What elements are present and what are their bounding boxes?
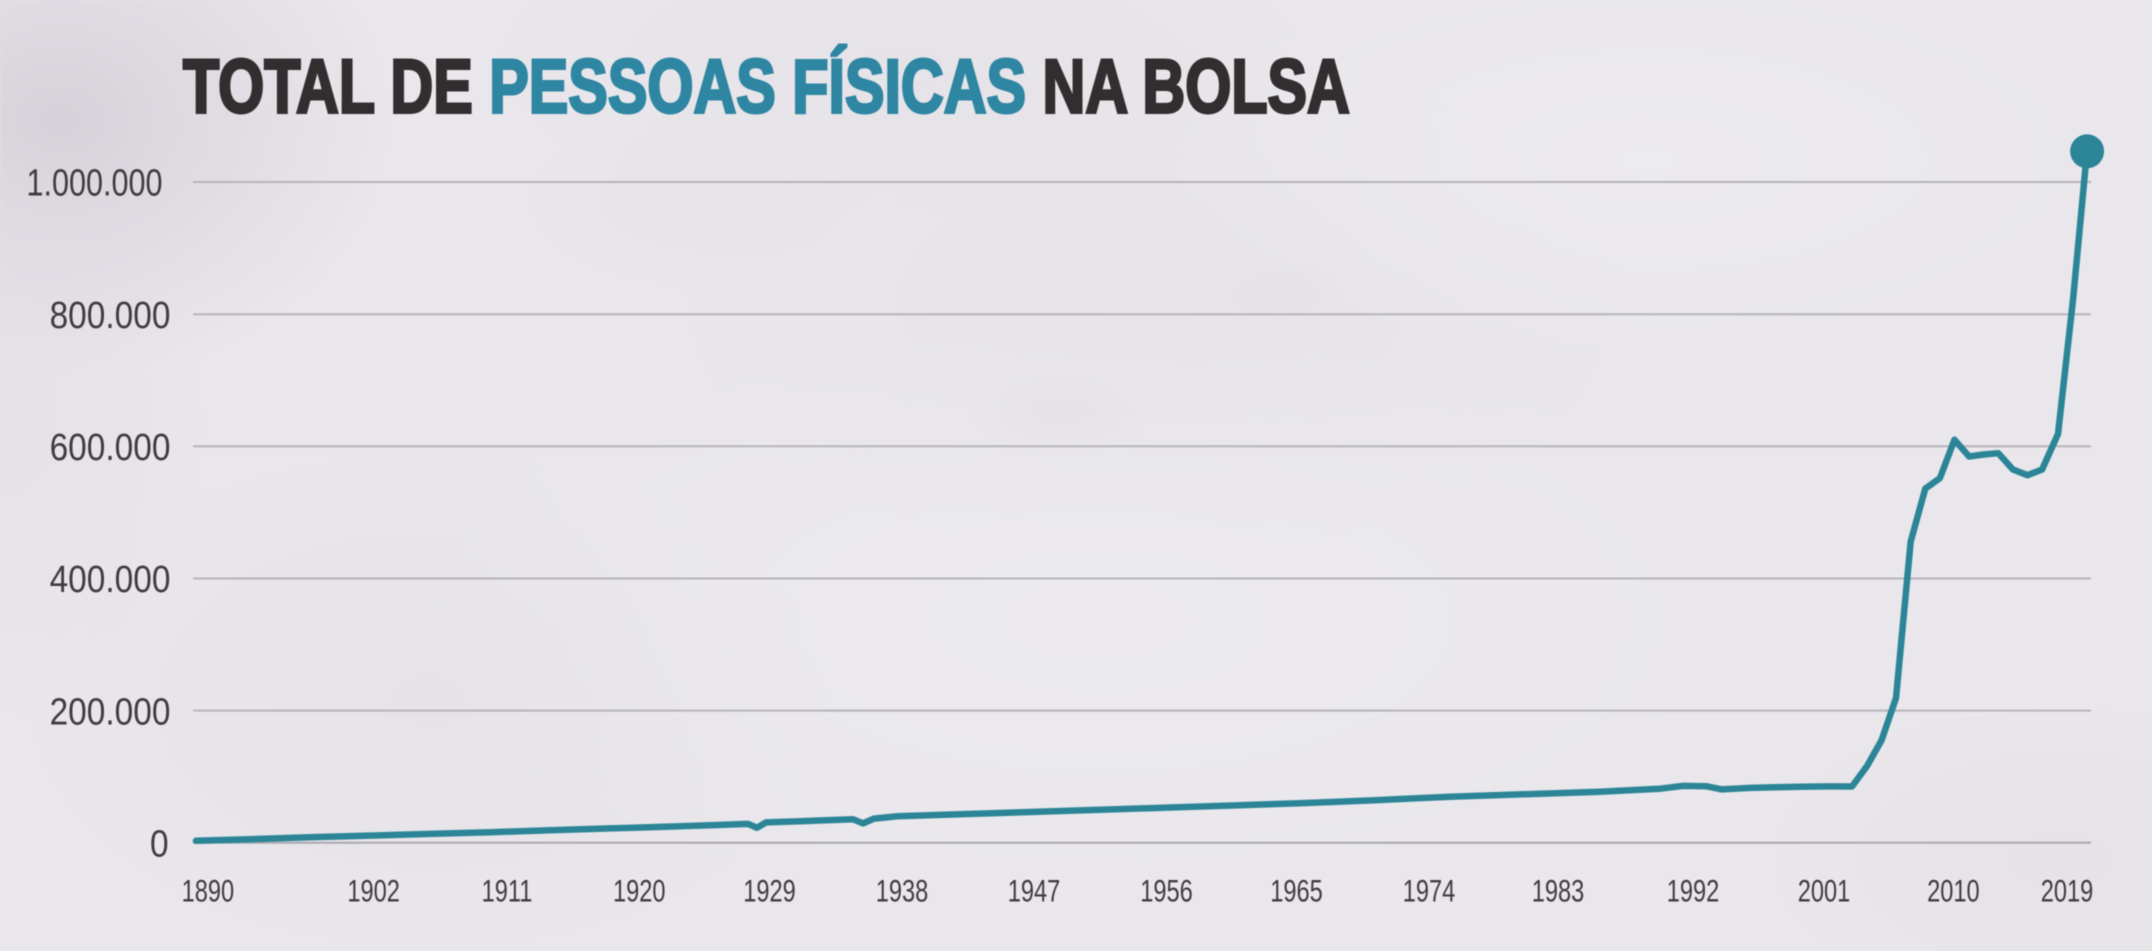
svg-text:1974: 1974: [1403, 873, 1456, 908]
svg-text:1920: 1920: [613, 873, 666, 908]
svg-text:1983: 1983: [1532, 873, 1585, 908]
svg-text:1947: 1947: [1008, 873, 1061, 908]
svg-text:1929: 1929: [743, 873, 796, 908]
svg-text:1992: 1992: [1667, 873, 1720, 908]
svg-text:1902: 1902: [347, 873, 400, 908]
svg-text:0: 0: [150, 822, 169, 864]
svg-text:2019: 2019: [2041, 873, 2094, 908]
svg-text:1965: 1965: [1270, 873, 1323, 908]
svg-text:2001: 2001: [1798, 873, 1851, 908]
svg-text:1956: 1956: [1140, 873, 1193, 908]
svg-text:1911: 1911: [482, 873, 533, 908]
svg-text:TOTAL DE PESSOAS FÍSICAS NA BO: TOTAL DE PESSOAS FÍSICAS NA BOLSA: [183, 44, 1350, 129]
svg-text:800.000: 800.000: [50, 294, 171, 336]
svg-text:600.000: 600.000: [50, 426, 171, 468]
svg-text:1.000.000: 1.000.000: [26, 163, 162, 205]
svg-text:2010: 2010: [1927, 873, 1980, 908]
svg-text:1938: 1938: [876, 873, 929, 908]
svg-text:400.000: 400.000: [50, 558, 171, 600]
svg-text:200.000: 200.000: [50, 690, 171, 732]
svg-text:1890: 1890: [182, 873, 235, 908]
